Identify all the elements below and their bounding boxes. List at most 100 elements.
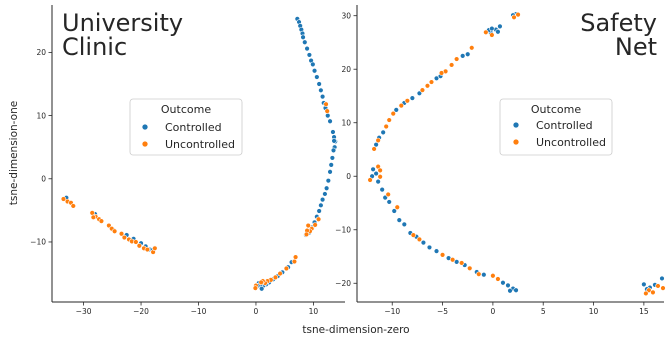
marker-uncontrolled-6 [448, 62, 455, 68]
marker-uncontrolled-28 [449, 257, 456, 263]
x-tick-label: 10 [309, 307, 319, 316]
panel-title-line-1: Safety [580, 9, 657, 37]
y-tick-label: 20 [341, 65, 351, 74]
marker-uncontrolled-38 [660, 285, 666, 291]
x-tick-label: 10 [589, 307, 599, 316]
marker-controlled-44 [659, 275, 665, 282]
panel-university-clinic-xticks: −30 −20 −10 0 10 [76, 302, 319, 316]
marker-uncontrolled-36 [650, 289, 656, 296]
y-tick-label: 20 [36, 48, 46, 57]
marker-uncontrolled-4 [469, 45, 475, 51]
marker-uncontrolled-14 [390, 110, 396, 117]
marker-uncontrolled-8 [303, 231, 310, 238]
x-tick-label: −10 [384, 307, 400, 316]
y-tick-label: 10 [36, 111, 46, 120]
marker-controlled-16 [380, 129, 386, 136]
marker-uncontrolled-2 [483, 29, 489, 35]
marker-controlled-31 [322, 191, 328, 197]
marker-uncontrolled-26 [416, 236, 423, 243]
marker-controlled-14 [318, 87, 324, 94]
legend-safety-net: Outcome Controlled Uncontrolled [499, 98, 613, 156]
x-tick-label: 5 [541, 307, 546, 316]
marker-uncontrolled-0 [515, 11, 521, 18]
legend-box [499, 98, 613, 156]
marker-controlled-15 [393, 107, 399, 113]
legend-marker-controlled [141, 123, 149, 131]
marker-uncontrolled-32 [490, 273, 496, 279]
marker-controlled-43 [513, 287, 519, 293]
marker-controlled-7 [304, 45, 310, 52]
marker-controlled-5 [300, 34, 306, 40]
marker-controlled-13 [409, 95, 416, 101]
marker-uncontrolled-24 [70, 203, 76, 209]
panel-safety-net: −10 −5 0 5 10 15 −20 −10 0 10 20 30 Safety Net Out… [335, 5, 666, 316]
x-tick-label: 0 [490, 307, 495, 316]
marker-uncontrolled-31 [476, 271, 482, 277]
marker-controlled-39 [500, 280, 506, 286]
y-tick-label: 10 [341, 118, 351, 127]
marker-controlled-8 [465, 51, 471, 57]
legend-label-controlled: Controlled [165, 121, 222, 134]
marker-controlled-27 [328, 162, 334, 168]
marker-controlled-32 [319, 196, 326, 203]
legend-label-uncontrolled: Uncontrolled [536, 136, 606, 149]
y-tick-label: 0 [41, 174, 46, 183]
marker-controlled-15 [319, 93, 326, 100]
marker-uncontrolled-18 [252, 285, 259, 291]
marker-controlled-19 [370, 166, 376, 172]
marker-uncontrolled-24 [394, 204, 400, 210]
marker-uncontrolled-37 [133, 239, 139, 245]
marker-controlled-8 [306, 52, 313, 58]
legend-marker-controlled [512, 121, 520, 129]
x-tick-label: −20 [133, 307, 149, 316]
marker-uncontrolled-42 [152, 245, 158, 251]
x-tick-label: −30 [76, 307, 92, 316]
marker-uncontrolled-40 [144, 246, 151, 253]
marker-uncontrolled-8 [438, 70, 445, 76]
marker-controlled-10 [310, 61, 316, 68]
x-tick-label: 0 [254, 307, 259, 316]
marker-uncontrolled-3 [312, 222, 318, 228]
legend-box [129, 98, 243, 156]
marker-uncontrolled-9 [292, 254, 299, 260]
marker-uncontrolled-7 [305, 222, 311, 229]
marker-uncontrolled-13 [398, 102, 404, 109]
marker-uncontrolled-34 [121, 234, 128, 241]
marker-controlled-20 [373, 170, 379, 177]
y-tick-label: −10 [30, 238, 46, 247]
marker-uncontrolled-28 [98, 218, 105, 224]
panel-safety-net-yticks: −20 −10 0 10 20 30 [335, 11, 357, 288]
marker-uncontrolled-9 [428, 79, 435, 85]
marker-uncontrolled-17 [375, 137, 381, 144]
marker-controlled-18 [373, 141, 379, 148]
marker-uncontrolled-2 [315, 216, 322, 222]
marker-uncontrolled-20 [367, 177, 373, 183]
marker-controlled-33 [318, 202, 324, 209]
marker-uncontrolled-37 [643, 290, 649, 297]
marker-uncontrolled-11 [419, 87, 426, 93]
x-axis-label: tsne-dimension-zero [302, 324, 409, 336]
marker-uncontrolled-25 [410, 232, 417, 238]
legend-label-controlled: Controlled [536, 119, 593, 132]
marker-uncontrolled-3 [489, 32, 495, 38]
panel-university-clinic-yticks: −10 0 10 20 [30, 48, 52, 247]
marker-controlled-30 [323, 185, 330, 191]
y-tick-label: −20 [335, 279, 351, 288]
x-tick-label: 15 [639, 307, 649, 316]
marker-controlled-22 [375, 178, 381, 185]
marker-uncontrolled-1 [511, 14, 517, 21]
marker-uncontrolled-32 [111, 228, 118, 234]
marker-controlled-28 [327, 169, 333, 175]
legend-marker-uncontrolled [512, 138, 520, 146]
marker-controlled-33 [433, 248, 440, 254]
marker-controlled-29 [325, 177, 332, 184]
marker-controlled-7 [495, 29, 501, 35]
y-tick-label: −10 [335, 225, 351, 234]
panel-title-line-2: Clinic [62, 33, 127, 61]
marker-uncontrolled-29 [458, 260, 465, 266]
marker-controlled-18 [325, 112, 331, 119]
legend-marker-uncontrolled [141, 140, 149, 148]
legend-title: Outcome [531, 103, 581, 116]
